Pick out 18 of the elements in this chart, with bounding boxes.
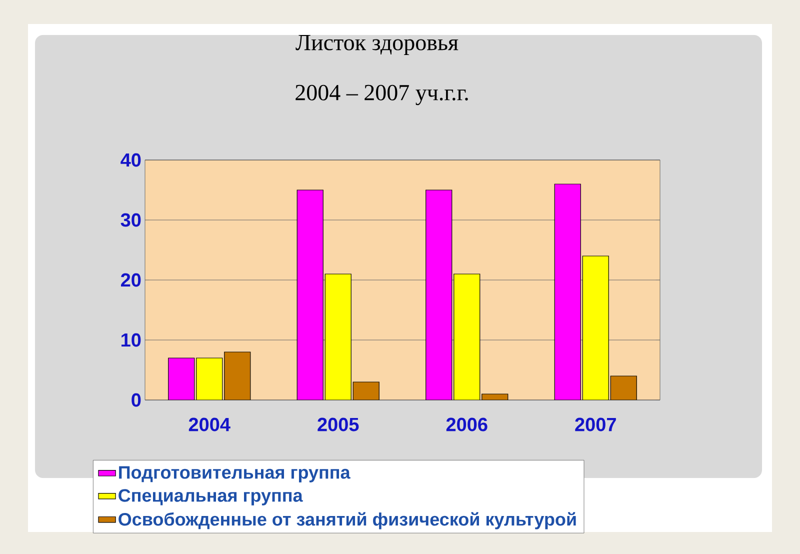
legend-label: Освобожденные от занятий физической культурой <box>118 512 576 530</box>
y-tick-label: 40 <box>120 153 141 167</box>
x-tick-label: 2007 <box>575 418 616 432</box>
bar <box>324 274 352 400</box>
bar <box>582 256 609 400</box>
chart-subtitle: 2004 – 2007 уч.г.г. <box>296 84 468 106</box>
y-tick-label: 20 <box>120 273 141 287</box>
x-tick-label: 2005 <box>318 418 359 432</box>
x-tick-label: 2006 <box>446 418 488 432</box>
chart-title: Листок здоровья <box>296 35 458 55</box>
legend-label: Подготовительная группа <box>119 466 350 482</box>
y-tick-label: 30 <box>120 213 141 227</box>
legend-label: Специальная группа <box>118 489 303 506</box>
bar <box>196 358 223 400</box>
bar <box>454 274 480 400</box>
y-tick-label: 0 <box>132 393 141 407</box>
x-tick-label: 2004 <box>188 418 230 432</box>
y-tick-label: 10 <box>122 333 141 347</box>
